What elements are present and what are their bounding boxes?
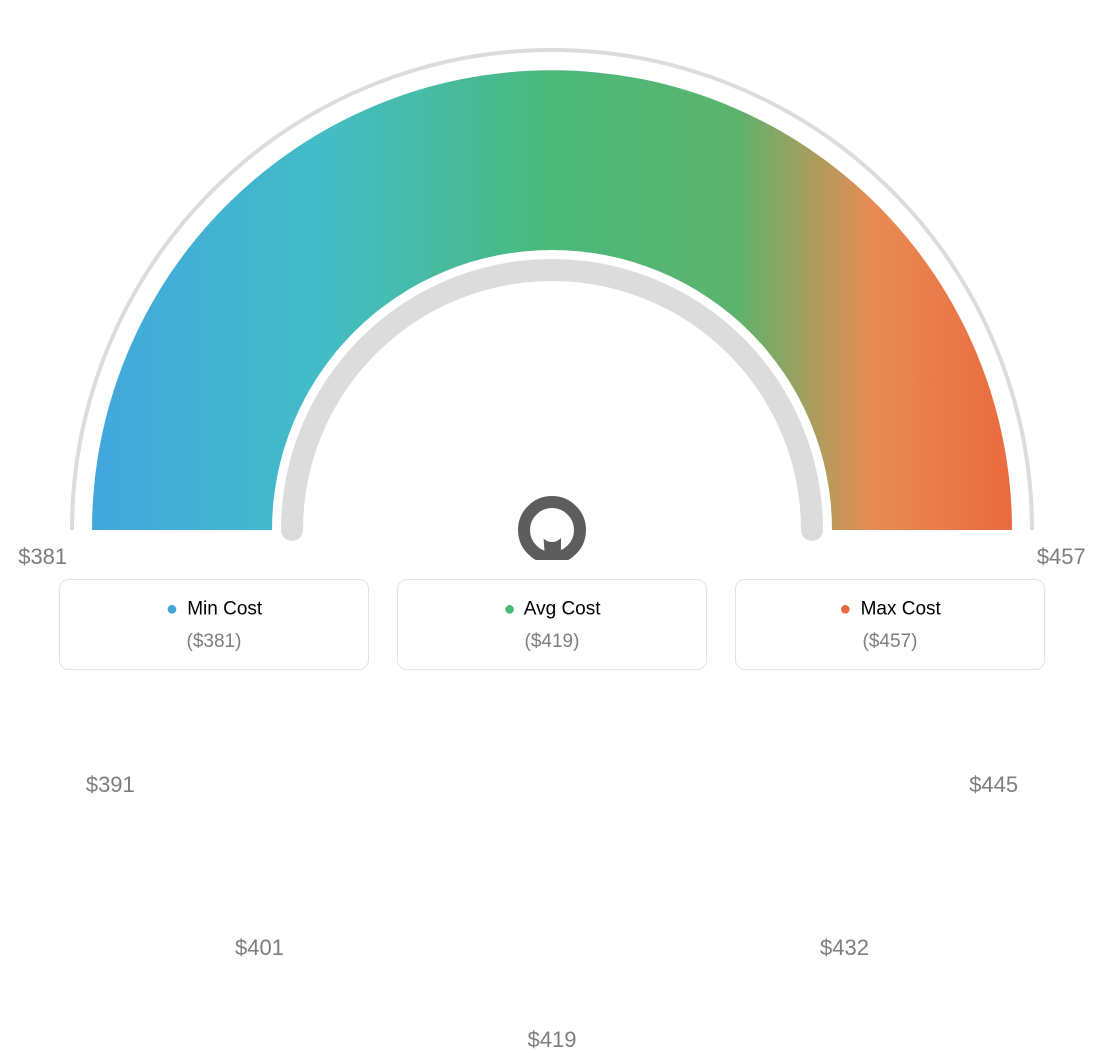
gauge-tick-label: $432 — [820, 935, 869, 961]
legend-label: Max Cost — [861, 599, 941, 620]
legend-card-max: ● Max Cost ($457) — [735, 579, 1045, 670]
legend-value-max: ($457) — [746, 631, 1034, 653]
dot-icon: ● — [166, 598, 178, 620]
gauge-tick-label: $445 — [969, 772, 1018, 798]
legend-value-min: ($381) — [70, 631, 358, 653]
legend-label: Min Cost — [187, 599, 262, 620]
gauge-tick-label: $391 — [86, 772, 135, 798]
legend-title-min: ● Min Cost — [70, 598, 358, 621]
legend-value-avg: ($419) — [408, 631, 696, 653]
legend-row: ● Min Cost ($381) ● Avg Cost ($419) ● Ma… — [0, 579, 1104, 670]
dot-icon: ● — [839, 598, 851, 620]
gauge-tick-label: $381 — [18, 544, 67, 570]
gauge-svg — [0, 0, 1104, 560]
dot-icon: ● — [503, 598, 515, 620]
legend-label: Avg Cost — [524, 599, 601, 620]
legend-title-avg: ● Avg Cost — [408, 598, 696, 621]
gauge-chart: $381$391$401$419$432$445$457 — [0, 0, 1104, 560]
legend-card-avg: ● Avg Cost ($419) — [397, 579, 707, 670]
gauge-tick-label: $419 — [528, 1027, 577, 1053]
legend-title-max: ● Max Cost — [746, 598, 1034, 621]
gauge-tick-label: $401 — [235, 935, 284, 961]
gauge-tick-label: $457 — [1037, 544, 1086, 570]
legend-card-min: ● Min Cost ($381) — [59, 579, 369, 670]
